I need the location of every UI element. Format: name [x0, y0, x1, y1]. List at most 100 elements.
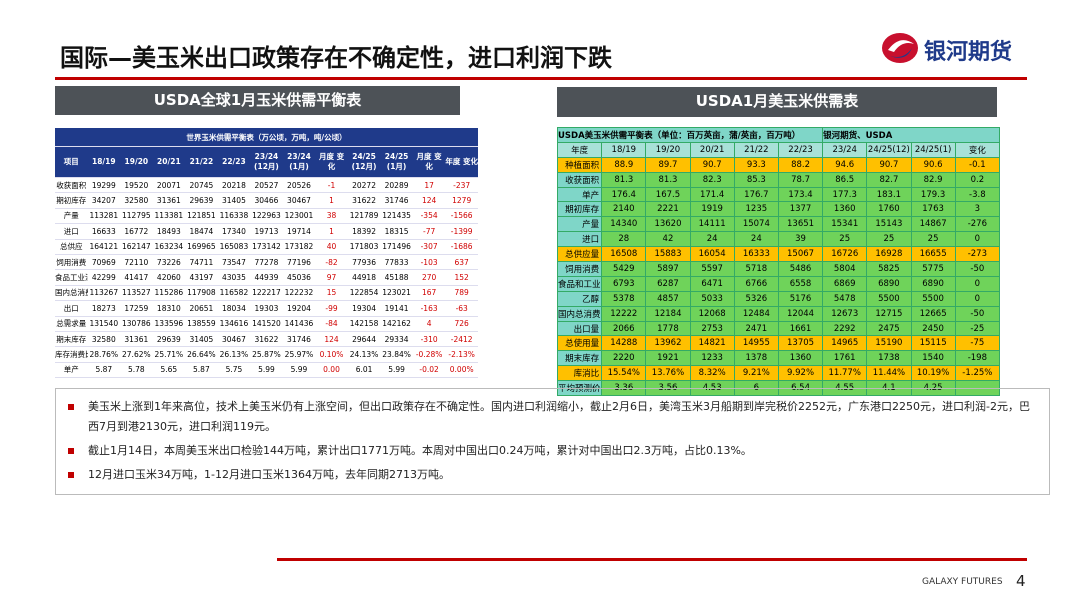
data-row: 期初库存 34207 32580 31361 29639 31405 30466 30467 1…	[55, 192, 478, 209]
note: 截止1月14日，本周美玉米出口检验144万吨，累计出口1771万吨。本周对中国出…	[66, 441, 1037, 461]
cell: 24	[733, 231, 779, 248]
right-heading: USDA1月美玉米供需表	[557, 87, 997, 117]
cell: 19299	[87, 177, 121, 194]
cell: 1763	[910, 201, 956, 218]
cell: 93.3	[733, 156, 779, 173]
row-label: 食品和工业	[556, 275, 603, 292]
cell: 15067	[777, 246, 824, 263]
cell: 20218	[217, 177, 251, 194]
cell: 24	[689, 231, 735, 248]
cell: 1279	[445, 192, 478, 209]
row-label: 总供应量	[556, 246, 603, 263]
cell: 5176	[777, 290, 824, 307]
data-row: 饲用消费 70969 72110 73226 74711 73547 77278 77196-…	[55, 254, 478, 271]
cell: 77833	[380, 254, 413, 271]
cell: 28.76%	[87, 346, 121, 363]
column-header: 20/21	[689, 141, 735, 158]
cell: 14288	[601, 335, 647, 352]
cell: 5.99	[250, 362, 283, 379]
data-row: 总供应 164121 162147 163234 169965 165083 173142 1…	[55, 239, 478, 255]
cell: 122854	[347, 285, 381, 302]
cell: 28	[601, 231, 647, 248]
cell: 29639	[185, 192, 218, 209]
cell: -50	[954, 261, 1001, 277]
row-label: 期初库存	[556, 201, 603, 218]
cell: -0.1	[954, 156, 1001, 173]
cell: -237	[445, 177, 478, 194]
row-label: 国内总消费	[556, 305, 603, 322]
cell: -1	[315, 177, 348, 194]
row-label: 产量	[556, 216, 603, 233]
cell: 121435	[380, 208, 413, 225]
cell: 1921	[645, 350, 691, 367]
cell: 167	[412, 285, 446, 302]
data-row: 收获面积 81.3 81.3 82.3 85.3 78.7 86.5 82.7 82.9 0.2	[556, 171, 1001, 188]
cell: 3	[954, 201, 1001, 218]
cell: 94.6	[822, 156, 868, 173]
table-title: 世界玉米供需平衡表（万公顷，万吨，吨/公顷）	[55, 128, 478, 147]
cell: 726	[445, 316, 478, 332]
cell: 0.2	[954, 171, 1001, 188]
column-header: 24/25 (1月)	[380, 146, 413, 178]
cell: 164121	[87, 239, 121, 255]
cell: 1235	[733, 201, 779, 218]
row-label: 期末库存	[556, 350, 603, 367]
row-label: 食品工业消费	[55, 269, 88, 286]
row-label: 出口量	[556, 320, 603, 337]
cell: 25	[866, 231, 912, 248]
cell: 124	[315, 331, 348, 348]
cell: 14867	[910, 216, 956, 233]
cell: 13705	[777, 335, 824, 352]
cell: -1566	[445, 208, 478, 225]
cell: 173.4	[777, 186, 824, 203]
cell: 1661	[777, 320, 824, 337]
note: 美玉米上涨到1年来高位，技术上美玉米仍有上涨空间，但出口政策存在不确定性。国内进…	[66, 397, 1037, 437]
cell: 1778	[645, 320, 691, 337]
cell: 19304	[347, 300, 381, 317]
left-heading: USDA全球1月玉米供需平衡表	[55, 86, 460, 115]
cell: 130786	[120, 316, 153, 332]
cell: 5597	[689, 261, 735, 277]
cell: -75	[954, 335, 1001, 352]
cell: 19713	[250, 223, 283, 240]
note: 12月进口玉米34万吨，1-12月进口玉米1364万吨，去年同期2713万吨。	[66, 465, 1037, 485]
cell: 6471	[689, 275, 735, 292]
data-row: 食品工业消费4229941417420604319743035449394503…	[55, 269, 478, 286]
column-header: 22/23	[777, 141, 824, 158]
cell: 1377	[777, 201, 824, 218]
title-rule	[55, 77, 1027, 80]
cell: 44918	[347, 269, 381, 286]
column-header: 月度 变化	[412, 146, 446, 178]
cell: 2475	[866, 320, 912, 337]
cell: 31746	[282, 331, 316, 348]
footer-rule	[277, 558, 1027, 561]
cell: 12068	[689, 305, 735, 322]
cell: 31622	[347, 192, 381, 209]
cell: 5.75	[217, 362, 251, 379]
cell: 18034	[217, 300, 251, 317]
column-header: 21/22	[733, 141, 779, 158]
cell: 6869	[822, 275, 868, 292]
cell: 176.7	[733, 186, 779, 203]
cell: -2.13%	[445, 346, 478, 363]
column-header: 年度	[556, 141, 603, 158]
cell: 12715	[866, 305, 912, 322]
cell: -1.25%	[954, 365, 1001, 382]
cell: 169965	[185, 239, 218, 255]
column-header: 项目	[55, 146, 88, 178]
cell: 18315	[380, 223, 413, 240]
row-label: 总需求量	[55, 316, 88, 332]
cell: 5718	[733, 261, 779, 277]
cell: 179.3	[910, 186, 956, 203]
cell: 1233	[689, 350, 735, 367]
data-row: 出口量 2066 1778 2753 2471 1661 2292 2475 2450 -25	[556, 320, 1001, 337]
column-header: 19/20	[120, 146, 153, 178]
cell: 19303	[250, 300, 283, 317]
data-row: 饲用消费 5429 5897 5597 5718 5486 5804 5825 5775 -50	[556, 261, 1001, 277]
cell: 38	[315, 208, 348, 225]
column-header: 22/23	[217, 146, 251, 178]
cell: 20272	[347, 177, 381, 194]
cell: 20745	[185, 177, 218, 194]
cell: 141436	[282, 316, 316, 332]
cell: 112795	[120, 208, 153, 225]
